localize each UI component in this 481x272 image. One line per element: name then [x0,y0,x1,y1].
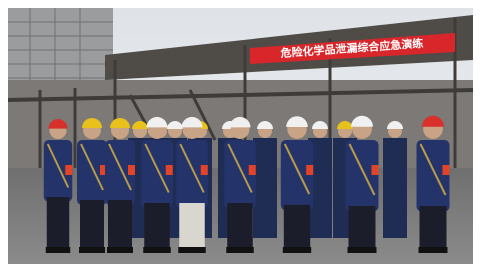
legs [47,197,70,247]
shoes [226,247,254,253]
armband [166,165,173,175]
shoes [178,247,206,253]
shoes [143,247,171,253]
legs [420,206,447,247]
legs [349,206,376,247]
armband [249,165,256,175]
photo: 危险化学品泄漏综合应急演练 [0,0,481,272]
shoes [348,247,377,253]
armband [306,165,313,175]
person-body [281,140,313,210]
page: 危险化学品泄漏综合应急演练 (() => { const data = JSON… [0,0,481,272]
person-body [253,138,277,238]
shoes [283,247,311,253]
armband [128,165,135,175]
person-body [383,138,407,238]
shoes [419,247,448,253]
shoes [107,247,133,253]
legs [80,200,104,247]
legs [144,203,170,247]
legs [227,203,253,247]
legs [179,203,205,247]
legs [284,205,310,247]
armband [443,165,450,175]
person-body [346,140,379,212]
armband [65,165,72,175]
person-body [417,140,450,212]
shoes [79,247,105,253]
armband [201,165,208,175]
shoes [46,247,71,253]
armband [372,165,379,175]
legs [108,200,132,247]
